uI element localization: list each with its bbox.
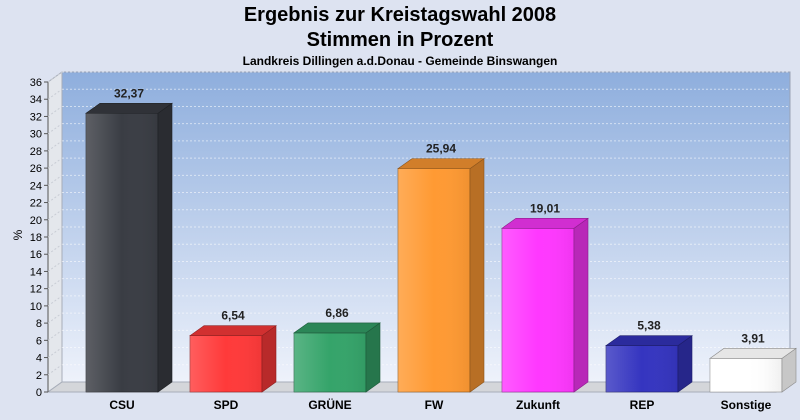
y-tick-label: 8 xyxy=(36,318,42,330)
y-tick-label: 6 xyxy=(36,335,42,347)
grid-line-side xyxy=(47,329,63,341)
y-tick-label: 14 xyxy=(30,266,42,278)
y-tick-label: 10 xyxy=(30,301,42,313)
grid-line-side xyxy=(47,157,63,169)
y-tick-label: 28 xyxy=(30,146,42,158)
grid-line-side xyxy=(47,71,63,83)
category-label: Zukunft xyxy=(516,398,560,412)
bar-sonstige xyxy=(709,347,797,393)
y-tick-label: 0 xyxy=(36,387,42,399)
bar-zukunft xyxy=(501,217,589,393)
y-tick-label: 20 xyxy=(30,215,42,227)
value-label: 32,37 xyxy=(114,86,144,100)
bars xyxy=(85,102,797,393)
grid-line-side xyxy=(47,88,63,100)
y-tick-label: 22 xyxy=(30,198,42,210)
value-label: 6,54 xyxy=(221,309,245,323)
value-label: 5,38 xyxy=(637,319,661,333)
value-label: 25,94 xyxy=(426,142,456,156)
category-labels: CSU SPD GRÜNE FW Zukunft REP Sonstige xyxy=(109,397,771,412)
grid-line-side xyxy=(47,106,63,117)
value-label: 3,91 xyxy=(741,331,765,345)
y-tick-label: 30 xyxy=(30,129,42,141)
y-tick-label: 18 xyxy=(30,232,42,244)
grid-line-side xyxy=(47,364,63,376)
grid-line-side xyxy=(47,347,63,358)
y-tick-label: 32 xyxy=(30,111,42,123)
value-labels: 32,37 6,54 6,86 25,94 19,01 5,38 3,91 xyxy=(114,86,765,345)
bar-grüne xyxy=(293,322,381,393)
category-label: REP xyxy=(630,398,655,412)
grid-line-side xyxy=(47,243,63,255)
category-label: GRÜNE xyxy=(308,397,351,412)
grid-line-side xyxy=(47,174,63,186)
grid-line-side xyxy=(47,261,63,272)
bar-fw xyxy=(397,158,485,393)
chart-title: Ergebnis zur Kreistagswahl 2008 xyxy=(243,4,557,26)
category-label: SPD xyxy=(214,398,239,412)
grid-line-side xyxy=(47,123,63,135)
y-tick-label: 16 xyxy=(30,249,42,261)
category-label: FW xyxy=(425,398,444,412)
bar-rep xyxy=(605,335,693,393)
value-label: 6,86 xyxy=(325,306,349,320)
y-tick-label: 24 xyxy=(30,180,42,192)
grid-line-side xyxy=(47,192,63,203)
grid-line-side xyxy=(47,278,63,290)
y-tick-label: 4 xyxy=(36,353,42,365)
category-label: Sonstige xyxy=(721,398,772,412)
y-axis-label: % xyxy=(11,229,25,240)
category-label: CSU xyxy=(109,398,134,412)
grid-line-side xyxy=(47,312,63,324)
bar-spd xyxy=(189,325,277,393)
bar-csu xyxy=(85,102,173,393)
y-tick-label: 34 xyxy=(30,94,42,106)
grid-line-side xyxy=(47,209,63,221)
value-label: 19,01 xyxy=(530,201,560,215)
grid-line-side xyxy=(47,226,63,238)
grid-line-side xyxy=(47,140,63,152)
chart-subtitle: Stimmen in Prozent xyxy=(306,29,494,51)
y-tick-label: 26 xyxy=(30,163,42,175)
chart-caption: Landkreis Dillingen a.d.Donau - Gemeinde… xyxy=(242,54,558,68)
grid-line-side xyxy=(47,295,63,307)
y-tick-label: 12 xyxy=(30,284,42,296)
y-tick-label: 2 xyxy=(36,370,42,382)
y-tick-label: 36 xyxy=(30,77,42,89)
